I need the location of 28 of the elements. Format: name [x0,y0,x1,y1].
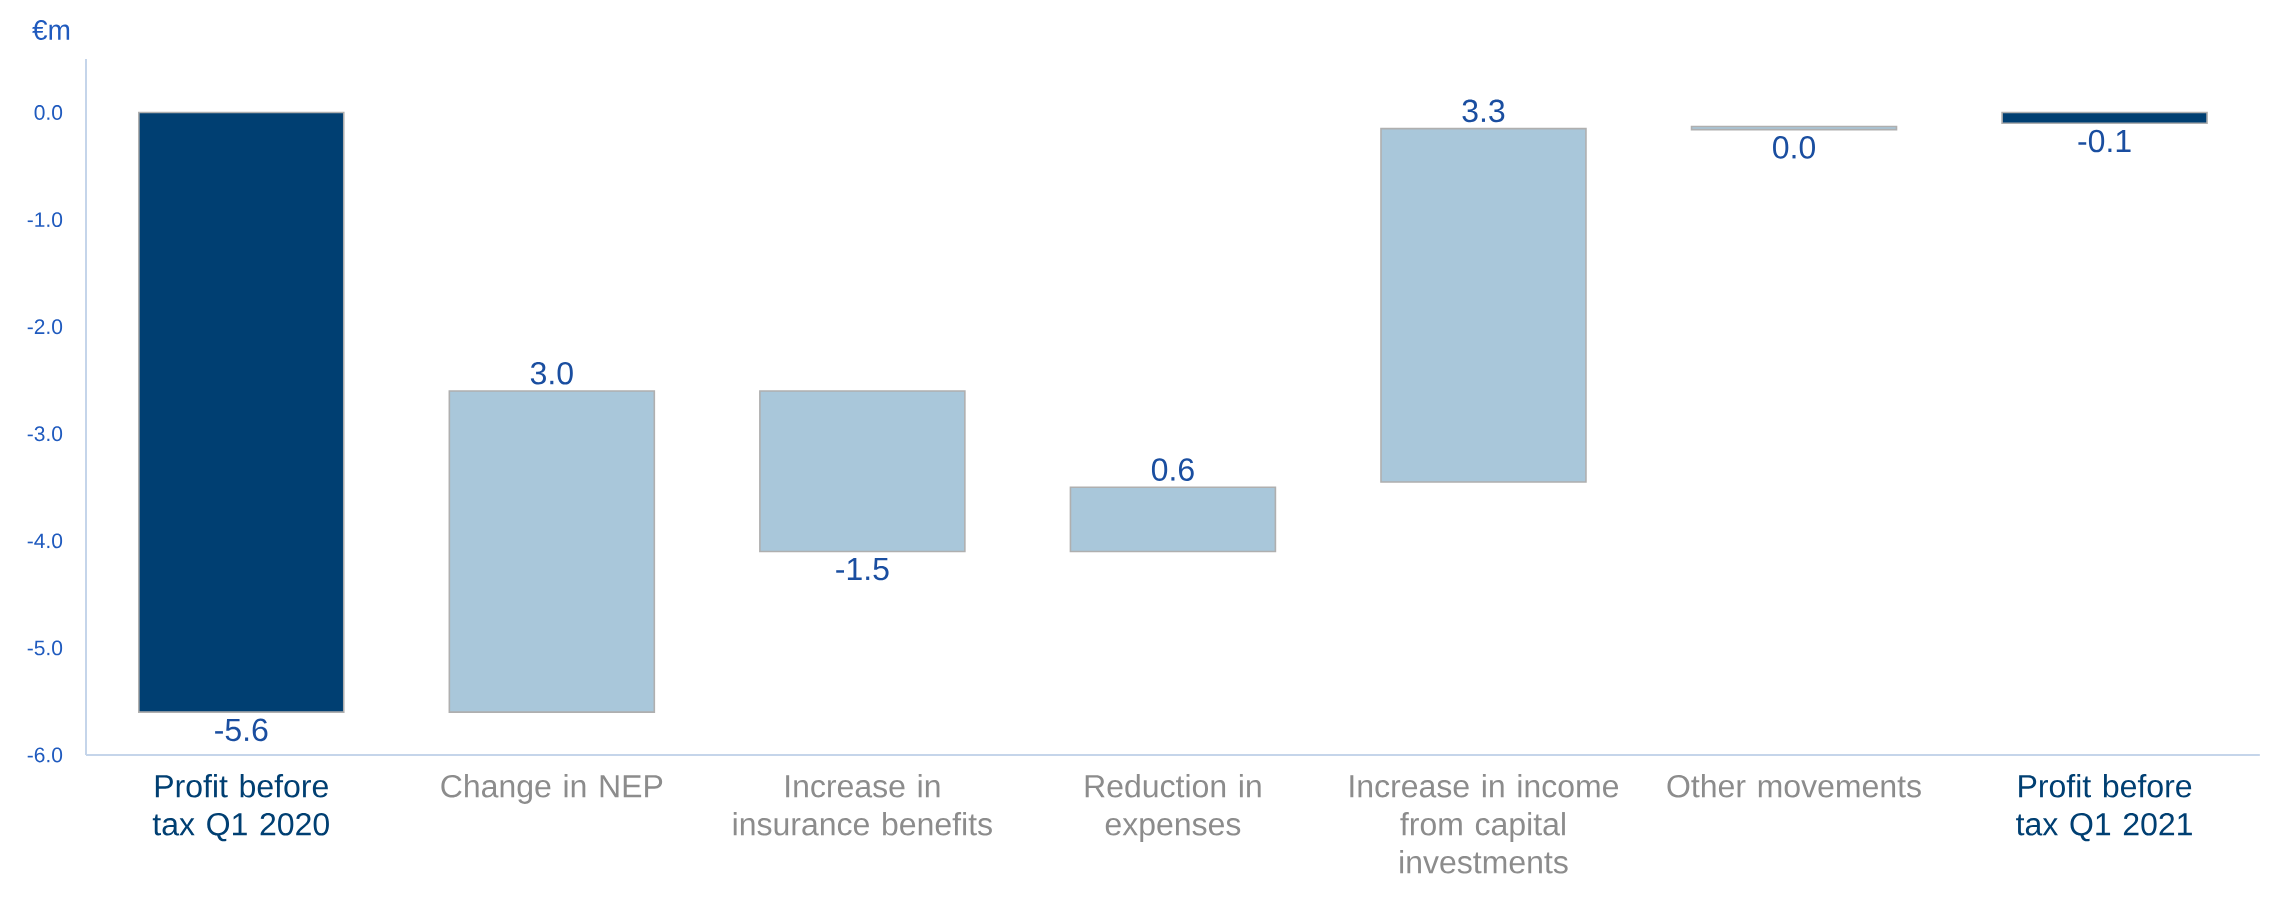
x-tick-label: Reduction in expenses [1085,774,1261,842]
data-label: -5.6 [215,718,268,742]
bar [138,111,345,713]
data-label: 0.6 [1151,458,1194,481]
data-label: 3.3 [1462,99,1505,123]
bar [448,390,656,713]
y-axis-title: €m [32,20,70,40]
bar [2001,111,2208,125]
bar [1069,486,1277,553]
data-label: 3.0 [530,361,573,385]
x-tick-label: Profit before tax Q1 2020 [152,774,329,842]
y-tick-label: -5.0 [27,640,63,656]
y-tick-label: -4.0 [27,533,63,549]
x-tick-label: Increase in insurance benefits [733,774,992,836]
y-tick-label: -3.0 [27,426,63,442]
y-tick-label: 0.0 [34,105,63,120]
x-tick-label: Change in NEP [441,774,663,804]
bar [759,390,966,553]
x-tick-label: Profit before tax Q1 2021 [2016,774,2192,842]
y-tick-label: -2.0 [27,319,63,335]
data-label: -0.1 [2078,129,2131,153]
bar [1380,127,1587,483]
y-tick-label: -1.0 [27,212,63,228]
x-tick-label: Increase in income from capital investments [1350,774,1619,874]
x-tick-label: Other movements [1667,774,1921,798]
data-label: 0.0 [1773,136,1815,159]
y-tick-label: -6.0 [27,747,63,763]
data-label: -1.5 [836,557,889,581]
